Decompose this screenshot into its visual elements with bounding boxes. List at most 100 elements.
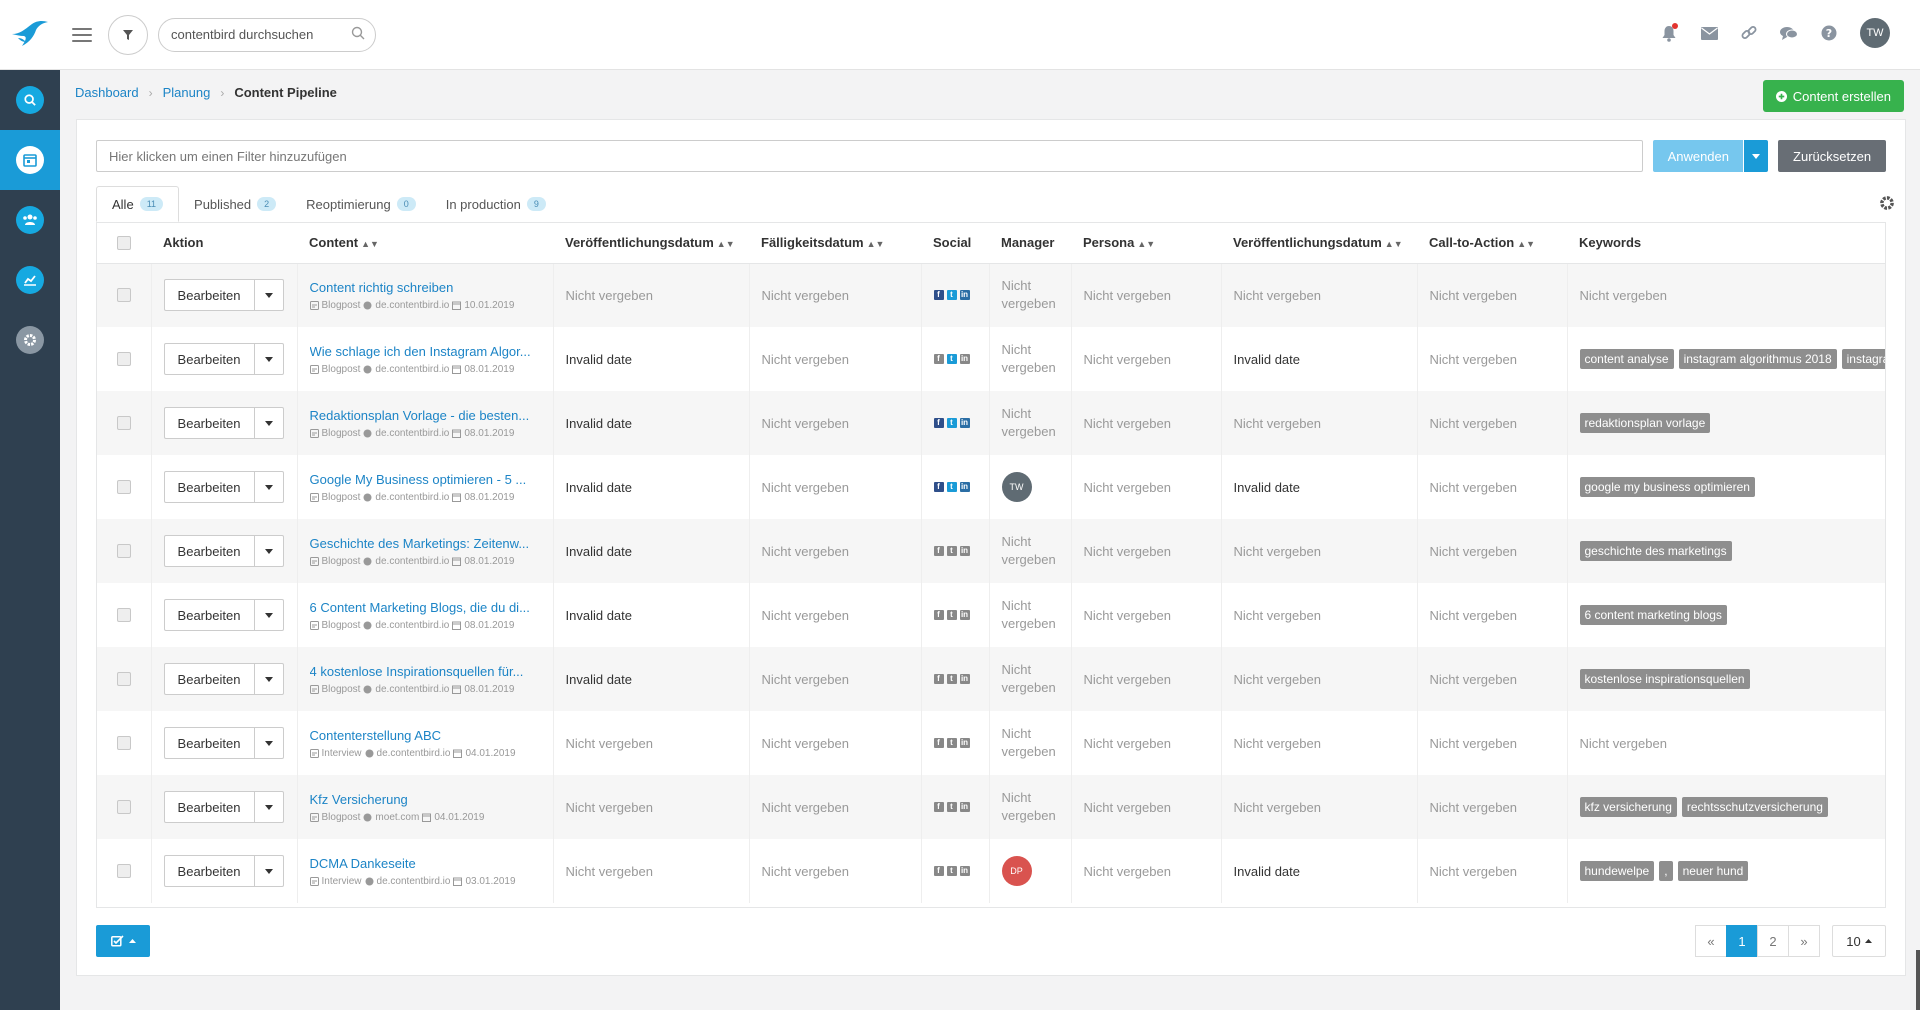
linkedin-icon[interactable]: in bbox=[959, 610, 970, 620]
facebook-icon[interactable]: f bbox=[933, 866, 944, 876]
edit-dropdown-button[interactable] bbox=[254, 599, 284, 631]
row-checkbox[interactable] bbox=[116, 672, 131, 686]
col-header-persona[interactable]: Persona ▲▼ bbox=[1071, 223, 1221, 264]
content-title-link[interactable]: 6 Content Marketing Blogs, die du di... bbox=[309, 599, 530, 615]
sidebar-item-search[interactable] bbox=[0, 70, 60, 130]
twitter-icon[interactable]: t bbox=[946, 802, 957, 812]
linkedin-icon[interactable]: in bbox=[959, 866, 970, 876]
col-header-publish-date[interactable]: Veröffentlichungsdatum ▲▼ bbox=[553, 223, 749, 264]
edit-dropdown-button[interactable] bbox=[254, 279, 284, 312]
row-checkbox[interactable] bbox=[116, 544, 131, 558]
col-header-cta[interactable]: Call-to-Action ▲▼ bbox=[1417, 223, 1567, 264]
edit-button[interactable]: Bearbeiten bbox=[163, 599, 255, 631]
sidebar-item-team[interactable] bbox=[0, 190, 60, 250]
col-header-due-date[interactable]: Fälligkeitsdatum ▲▼ bbox=[749, 223, 921, 264]
table-row[interactable]: Bearbeiten Redaktionsplan Vorlage - die b… bbox=[97, 391, 1885, 455]
table-row[interactable]: Bearbeiten 6 Content Marketing Blogs, die… bbox=[97, 583, 1885, 647]
sidebar-item-settings[interactable] bbox=[0, 310, 60, 370]
facebook-icon[interactable]: f bbox=[933, 802, 944, 812]
content-title-link[interactable]: Wie schlage ich den Instagram Algor... bbox=[309, 343, 531, 359]
row-checkbox[interactable] bbox=[116, 288, 131, 303]
edit-button[interactable]: Bearbeiten bbox=[163, 791, 255, 823]
edit-dropdown-button[interactable] bbox=[254, 407, 284, 439]
table-row[interactable]: Bearbeiten Content richtig schreiben Blogp… bbox=[97, 263, 1885, 327]
tab-published[interactable]: Published 2 bbox=[179, 186, 291, 222]
manager-avatar[interactable]: TW bbox=[1001, 472, 1032, 502]
linkedin-icon[interactable]: in bbox=[959, 802, 970, 812]
facebook-icon[interactable]: f bbox=[933, 738, 944, 748]
table-settings-gear-icon[interactable] bbox=[1879, 195, 1895, 214]
twitter-icon[interactable]: t bbox=[946, 738, 957, 748]
content-title-link[interactable]: Kfz Versicherung bbox=[309, 791, 408, 807]
select-all-checkbox[interactable] bbox=[117, 235, 131, 250]
content-title-link[interactable]: DCMA Dankeseite bbox=[309, 855, 416, 871]
edit-button[interactable]: Bearbeiten bbox=[163, 471, 255, 503]
content-title-link[interactable]: Google My Business optimieren - 5 ... bbox=[309, 471, 527, 487]
help-icon[interactable]: ? bbox=[1820, 24, 1838, 42]
edit-button[interactable]: Bearbeiten bbox=[163, 343, 255, 375]
linkedin-icon[interactable]: in bbox=[959, 418, 970, 428]
filter-input[interactable] bbox=[96, 140, 1644, 172]
bulk-action-button[interactable] bbox=[96, 925, 150, 957]
facebook-icon[interactable]: f bbox=[933, 354, 944, 364]
bell-icon[interactable] bbox=[1660, 23, 1678, 42]
facebook-icon[interactable]: f bbox=[933, 418, 944, 428]
user-avatar[interactable]: TW bbox=[1860, 18, 1890, 48]
linkedin-icon[interactable]: in bbox=[959, 738, 970, 748]
contentbird-logo[interactable] bbox=[0, 0, 60, 70]
row-checkbox[interactable] bbox=[116, 736, 131, 750]
breadcrumb-planung[interactable]: Planung bbox=[162, 85, 211, 100]
twitter-icon[interactable]: t bbox=[946, 866, 957, 876]
linkedin-icon[interactable]: in bbox=[959, 674, 970, 684]
twitter-icon[interactable]: t bbox=[946, 418, 957, 428]
table-row[interactable]: Bearbeiten Wie schlage ich den Instagram … bbox=[97, 327, 1885, 391]
edit-button[interactable]: Bearbeiten bbox=[163, 279, 255, 312]
pagination-next[interactable]: » bbox=[1788, 925, 1820, 957]
twitter-icon[interactable]: t bbox=[946, 290, 957, 301]
link-icon[interactable] bbox=[1740, 24, 1758, 42]
facebook-icon[interactable]: f bbox=[933, 674, 944, 684]
reset-button[interactable]: Zurücksetzen bbox=[1778, 140, 1886, 172]
row-checkbox[interactable] bbox=[116, 352, 131, 366]
content-title-link[interactable]: Geschichte des Marketings: Zeitenw... bbox=[309, 535, 530, 551]
table-row[interactable]: Bearbeiten Contenterstellung ABC Interview… bbox=[97, 711, 1885, 775]
edit-button[interactable]: Bearbeiten bbox=[163, 855, 255, 887]
create-content-button[interactable]: Content erstellen bbox=[1762, 80, 1904, 112]
edit-dropdown-button[interactable] bbox=[254, 663, 284, 695]
page-size-select[interactable]: 10 bbox=[1832, 925, 1886, 957]
edit-dropdown-button[interactable] bbox=[254, 471, 284, 503]
content-title-link[interactable]: 4 kostenlose Inspirationsquellen für... bbox=[309, 663, 524, 679]
twitter-icon[interactable]: t bbox=[946, 482, 957, 492]
facebook-icon[interactable]: f bbox=[933, 482, 944, 492]
row-checkbox[interactable] bbox=[116, 480, 131, 494]
sidebar-item-analytics[interactable] bbox=[0, 250, 60, 310]
content-title-link[interactable]: Redaktionsplan Vorlage - die besten... bbox=[309, 407, 530, 423]
pagination-prev[interactable]: « bbox=[1695, 925, 1727, 957]
page-scrollbar[interactable] bbox=[1916, 950, 1920, 1010]
facebook-icon[interactable]: f bbox=[933, 610, 944, 620]
chat-icon[interactable] bbox=[1780, 24, 1798, 42]
edit-dropdown-button[interactable] bbox=[254, 343, 284, 375]
pagination-page-1[interactable]: 1 bbox=[1726, 925, 1758, 957]
apply-button[interactable]: Anwenden bbox=[1653, 140, 1744, 172]
table-row[interactable]: Bearbeiten Kfz Versicherung Blogpost moet.c… bbox=[97, 775, 1885, 839]
row-checkbox[interactable] bbox=[116, 608, 131, 622]
table-row[interactable]: Bearbeiten Google My Business optimieren … bbox=[97, 455, 1885, 519]
col-header-publish-date-2[interactable]: Veröffentlichungsdatum ▲▼ bbox=[1221, 223, 1417, 264]
twitter-icon[interactable]: t bbox=[946, 610, 957, 620]
search-icon[interactable] bbox=[351, 26, 365, 43]
content-title-link[interactable]: Contenterstellung ABC bbox=[309, 727, 442, 743]
content-title-link[interactable]: Content richtig schreiben bbox=[309, 279, 454, 295]
table-row[interactable]: Bearbeiten DCMA Dankeseite Interview de.con… bbox=[97, 839, 1885, 903]
row-checkbox[interactable] bbox=[116, 800, 131, 814]
col-header-content[interactable]: Content ▲▼ bbox=[297, 223, 553, 264]
edit-button[interactable]: Bearbeiten bbox=[163, 535, 255, 567]
menu-icon[interactable] bbox=[72, 27, 92, 42]
row-checkbox[interactable] bbox=[116, 864, 131, 878]
sidebar-item-planning[interactable] bbox=[0, 130, 60, 190]
edit-dropdown-button[interactable] bbox=[254, 855, 284, 887]
facebook-icon[interactable]: f bbox=[933, 546, 944, 556]
row-checkbox[interactable] bbox=[116, 416, 131, 430]
mail-icon[interactable] bbox=[1700, 24, 1718, 42]
filter-icon[interactable] bbox=[108, 14, 148, 55]
